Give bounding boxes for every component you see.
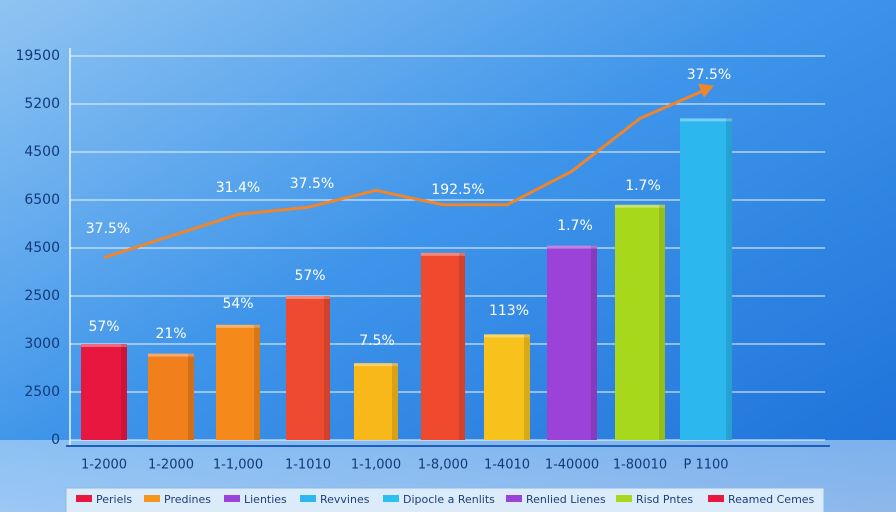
bar-top — [216, 324, 260, 328]
annotation: 57% — [88, 319, 119, 335]
y-tick-label: 4500 — [24, 240, 60, 256]
bar — [286, 296, 330, 440]
annotation: 1.7% — [625, 178, 661, 194]
x-tick-label: 1-1,000 — [351, 458, 401, 473]
bar-shade — [188, 353, 194, 440]
legend-swatch — [224, 495, 240, 502]
x-tick-label: 1-8,000 — [418, 458, 468, 473]
legend-swatch — [616, 495, 632, 502]
legend-swatch — [76, 495, 92, 502]
annotation: 192.5% — [431, 182, 484, 198]
bar — [148, 353, 194, 440]
bar-top — [547, 245, 597, 249]
bar-shade — [121, 344, 127, 440]
legend-swatch — [383, 495, 399, 502]
annotation: 54% — [222, 296, 253, 312]
annotation: 113% — [489, 303, 529, 319]
x-tick-label: 1-40000 — [545, 458, 599, 473]
y-tick-label: 19500 — [15, 48, 60, 64]
bar-top — [421, 252, 465, 256]
trend-line — [103, 88, 707, 260]
legend-label: Periels — [96, 493, 132, 506]
annotation: 37.5% — [86, 221, 130, 237]
annotation: 31.4% — [216, 180, 260, 196]
x-tick-label: P 1100 — [683, 458, 728, 473]
y-tick-label: 0 — [51, 432, 60, 448]
legend-label: Renlied Lienes — [526, 493, 606, 506]
annotation: 21% — [155, 326, 186, 342]
arrow-head — [698, 83, 714, 98]
legend-box — [65, 487, 825, 515]
y-tick-label: 6500 — [24, 192, 60, 208]
bar — [421, 252, 465, 440]
x-tick-label: 1-4010 — [484, 458, 530, 473]
bar — [81, 344, 127, 440]
y-tick-label: 5200 — [24, 96, 60, 112]
bar — [547, 245, 597, 440]
legend-swatch — [300, 495, 316, 502]
bar — [615, 204, 665, 440]
bar-top — [615, 204, 665, 208]
x-tick-label: 1-1010 — [285, 458, 331, 473]
legend-label: Dipocle a Renlits — [403, 493, 495, 506]
bar-top — [81, 344, 127, 347]
legend-label: Risd Pntes — [636, 493, 693, 506]
x-tick-label: 1-1,000 — [213, 458, 263, 473]
annotation: 37.5% — [687, 67, 731, 83]
annotation: 1.7% — [557, 218, 593, 234]
bar-top — [680, 118, 732, 122]
bar — [216, 324, 260, 440]
bar-shade — [459, 252, 465, 440]
bar-top — [286, 296, 330, 299]
x-tick-label: 1-2000 — [81, 458, 127, 473]
legend-swatch — [506, 495, 522, 502]
annotation: 7.5% — [359, 333, 395, 349]
bar-shade — [591, 245, 597, 440]
bar-top — [148, 353, 194, 357]
bar-shade — [324, 296, 330, 440]
bar — [354, 363, 398, 440]
legend-label: Reamed Cemes — [728, 493, 815, 506]
y-tick-label: 4500 — [24, 144, 60, 160]
y-tick-label: 2500 — [24, 288, 60, 304]
bar-shade — [392, 363, 398, 440]
legend-swatch — [708, 495, 724, 502]
annotation: 57% — [294, 268, 325, 284]
legend-label: Lienties — [244, 493, 287, 506]
y-tick-label: 3000 — [24, 336, 60, 352]
legend-label: Revvines — [320, 493, 370, 506]
annotation: 37.5% — [290, 176, 334, 192]
bar-shade — [659, 204, 665, 440]
x-tick-label: 1-2000 — [148, 458, 194, 473]
bar-shade — [524, 334, 530, 440]
bar-top — [354, 363, 398, 367]
bar-top — [484, 334, 530, 338]
bar-shade — [254, 324, 260, 440]
x-tick-label: 1-80010 — [613, 458, 667, 473]
y-tick-label: 2500 — [24, 384, 60, 400]
legend-swatch — [144, 495, 160, 502]
legend-label: Predines — [164, 493, 211, 506]
bar — [680, 118, 732, 441]
bar-shade — [726, 118, 732, 441]
bar — [484, 334, 530, 440]
